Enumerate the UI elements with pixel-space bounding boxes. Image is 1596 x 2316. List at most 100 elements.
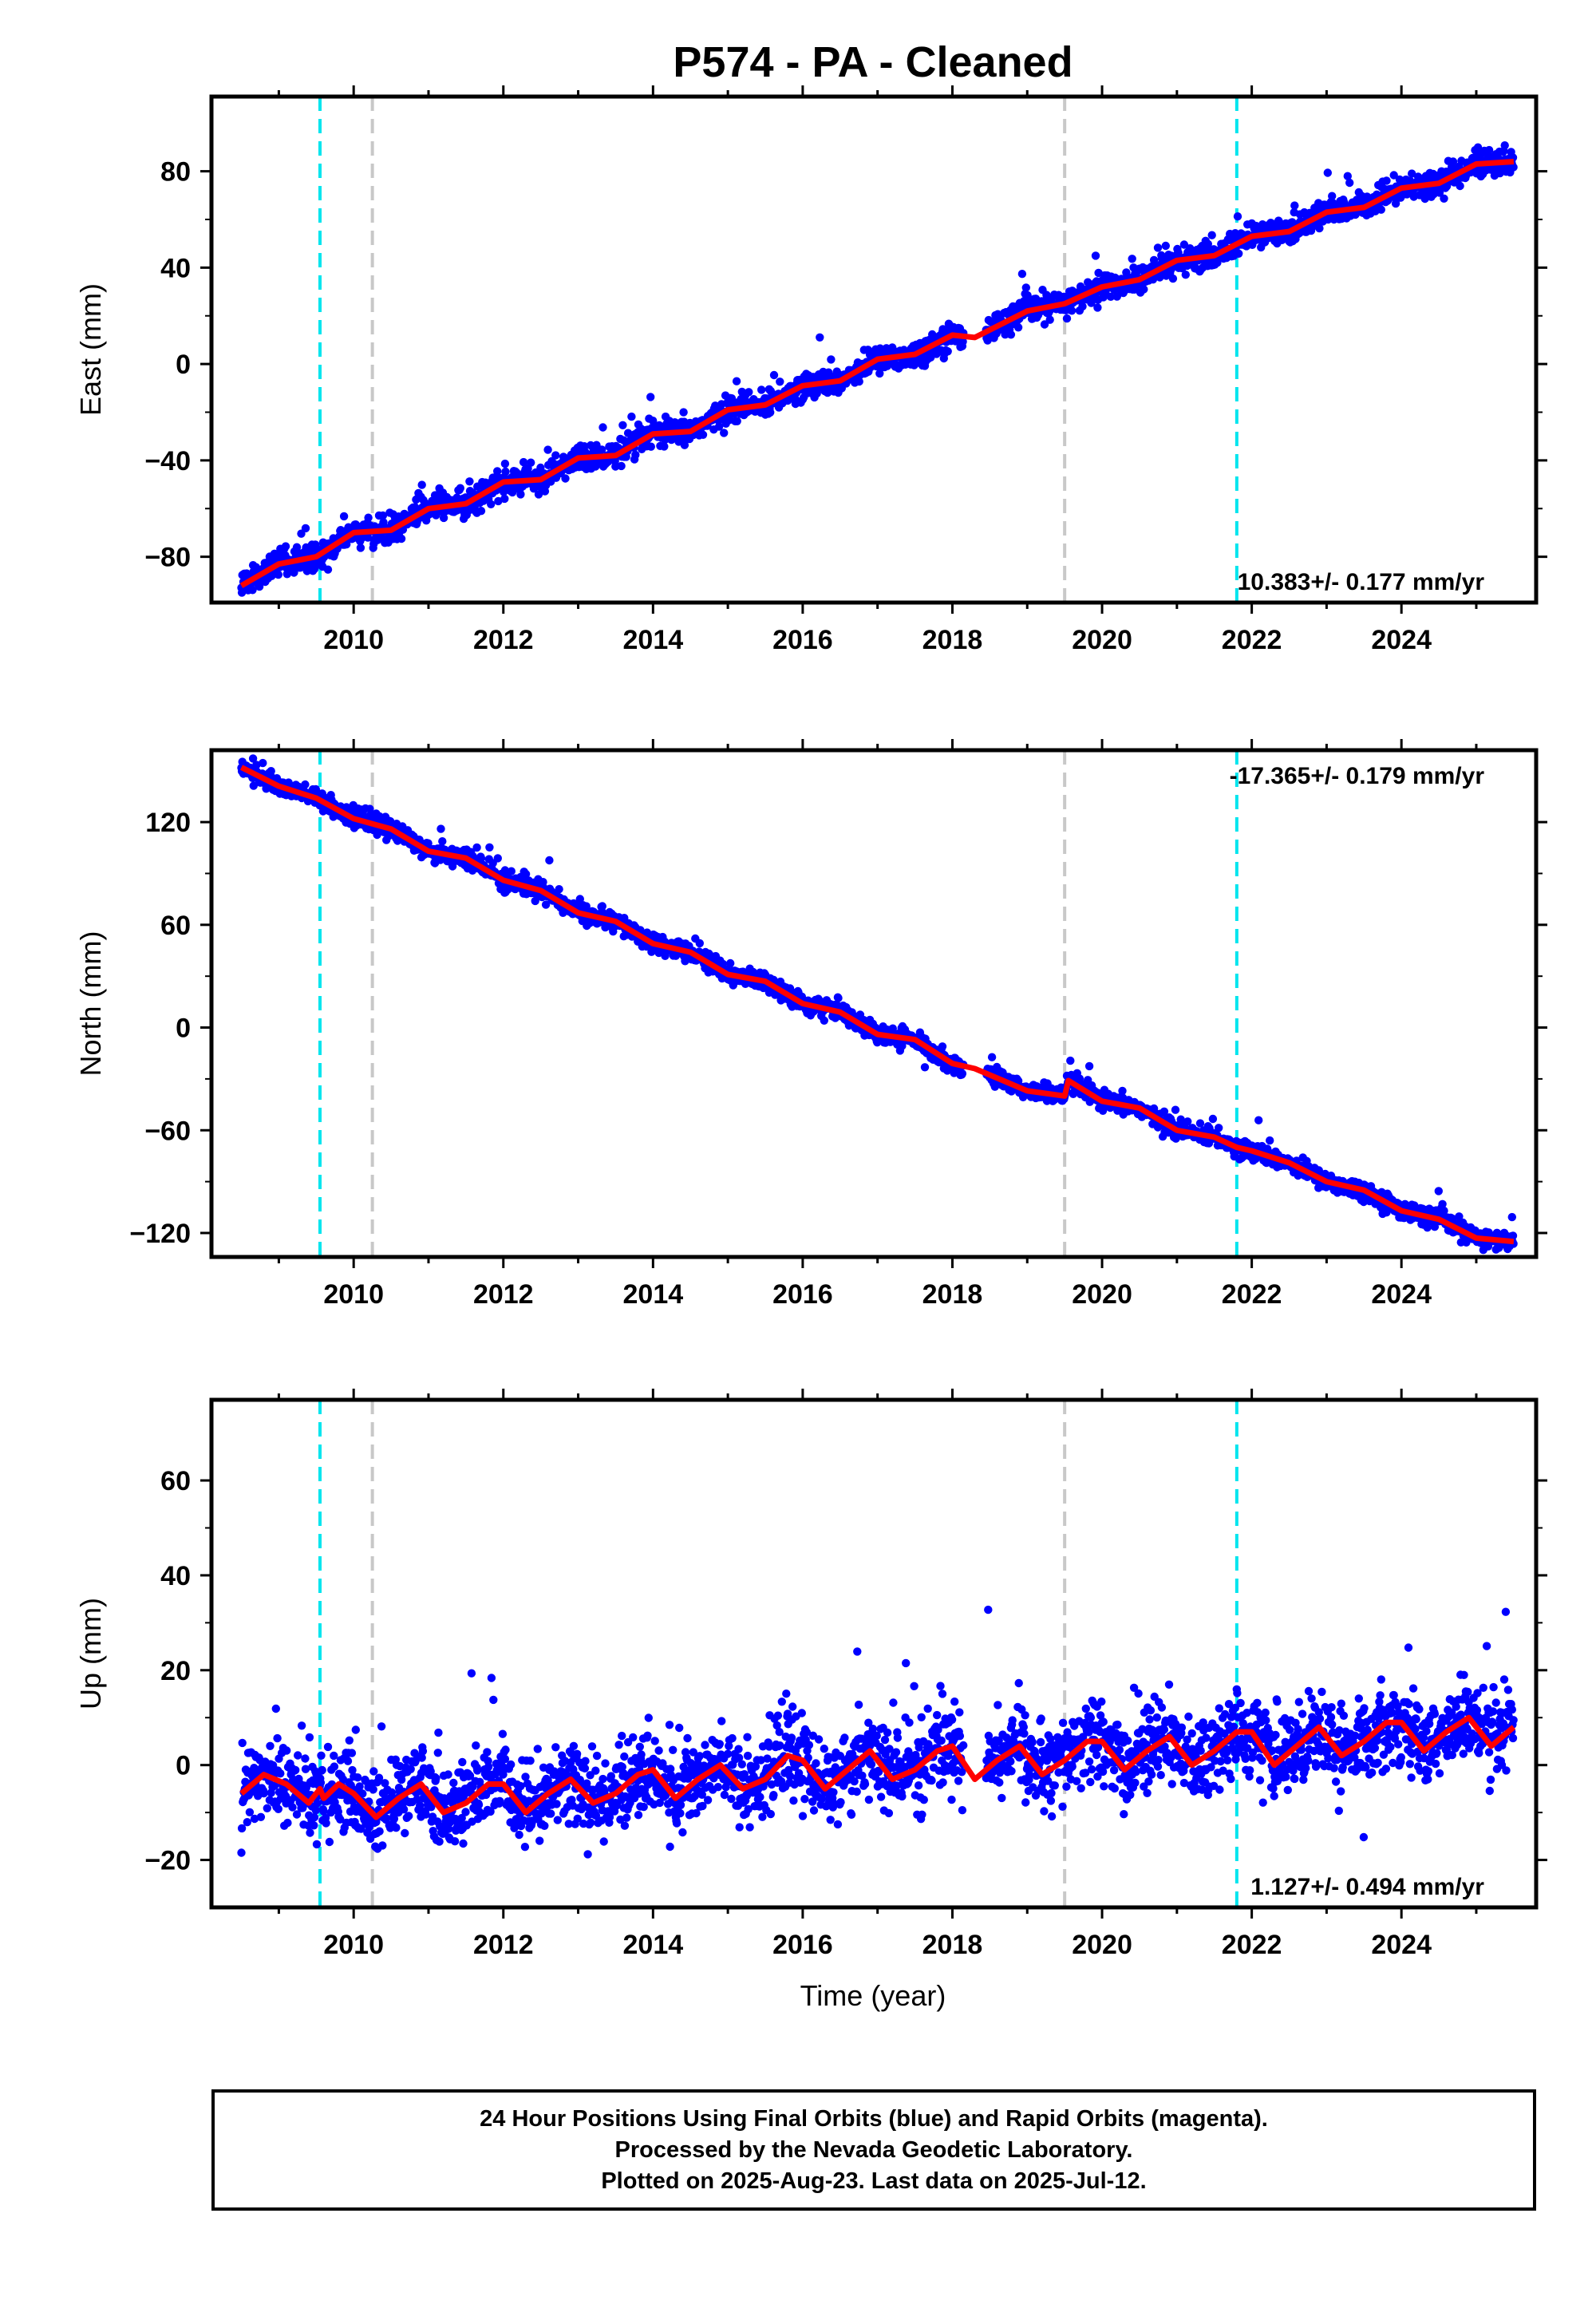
- data-point: [1290, 201, 1299, 210]
- data-point: [1509, 163, 1518, 172]
- data-point: [714, 422, 724, 431]
- data-point: [1106, 292, 1116, 301]
- data-point: [958, 1069, 967, 1078]
- data-point: [816, 333, 824, 342]
- x-tick-label: 2024: [1371, 625, 1432, 655]
- data-point: [598, 423, 607, 432]
- data-point: [1345, 178, 1354, 188]
- data-point: [631, 450, 640, 460]
- data-point: [527, 458, 535, 467]
- data-point: [456, 484, 464, 492]
- y-tick-label: 40: [160, 253, 191, 283]
- data-point: [1435, 188, 1444, 197]
- data-point: [1377, 205, 1386, 214]
- data-point: [487, 500, 496, 508]
- data-point: [1207, 231, 1216, 239]
- x-tick-label: 2012: [473, 625, 534, 655]
- data-point: [733, 417, 741, 425]
- rate-annotation: 10.383+/- 0.177 mm/yr: [1238, 569, 1485, 595]
- data-point: [757, 385, 766, 394]
- data-point: [920, 1063, 930, 1072]
- data-point: [1254, 1116, 1263, 1124]
- data-point: [1215, 1124, 1223, 1132]
- event-lines: [318, 97, 1238, 603]
- data-point: [267, 767, 275, 776]
- data-point: [776, 377, 784, 386]
- data-point: [575, 895, 584, 903]
- data-point: [323, 565, 333, 574]
- data-point: [1040, 320, 1049, 329]
- data-point: [485, 843, 494, 852]
- data-point: [519, 457, 528, 467]
- data-point: [1017, 270, 1027, 279]
- data-point: [660, 442, 669, 451]
- data-point: [617, 461, 626, 471]
- data-point: [598, 445, 606, 454]
- data-point: [1448, 157, 1458, 166]
- data-point: [1045, 315, 1054, 324]
- data-point: [1161, 241, 1171, 251]
- data-point: [248, 754, 258, 763]
- chart-title: P574 - PA - Cleaned: [673, 38, 1073, 86]
- data-point: [437, 824, 445, 833]
- data-point: [646, 393, 655, 401]
- data-point: [500, 494, 509, 504]
- data-point: [500, 866, 510, 875]
- data-point: [1440, 194, 1448, 203]
- data-point: [378, 511, 388, 520]
- data-point: [766, 408, 775, 417]
- data-point: [1013, 323, 1023, 332]
- data-point: [364, 513, 373, 522]
- data-point: [501, 467, 510, 476]
- data-point: [1159, 1107, 1169, 1117]
- data-point: [1343, 172, 1353, 180]
- data-point: [301, 780, 310, 789]
- data-point: [248, 586, 257, 595]
- data-point: [1500, 141, 1509, 150]
- data-point: [534, 490, 543, 499]
- event-lines: [318, 750, 1238, 1257]
- data-point: [1389, 171, 1398, 180]
- data-point: [249, 781, 258, 790]
- data-point: [472, 843, 481, 852]
- data-point: [1233, 212, 1242, 221]
- data-point: [1266, 1136, 1274, 1145]
- data-point: [521, 870, 531, 879]
- data-points: [237, 141, 1518, 597]
- data-point: [745, 388, 753, 397]
- data-point: [958, 337, 967, 346]
- data-point: [476, 507, 486, 516]
- data-point: [582, 902, 591, 911]
- data-point: [465, 477, 474, 486]
- data-point: [618, 421, 627, 429]
- data-point: [1195, 1119, 1205, 1128]
- data-point: [1382, 176, 1391, 185]
- data-point: [1084, 1061, 1094, 1071]
- data-point: [1171, 1105, 1180, 1114]
- data-point: [476, 854, 486, 863]
- data-point: [1168, 274, 1178, 283]
- data-point: [1067, 306, 1077, 315]
- data-point: [646, 442, 655, 451]
- data-point: [1149, 255, 1159, 265]
- data-point: [720, 429, 729, 437]
- data-point: [679, 408, 688, 417]
- plot-frame: [209, 94, 1539, 605]
- data-point: [252, 761, 261, 769]
- x-tick-label: 2020: [1072, 625, 1132, 655]
- data-point: [943, 347, 952, 356]
- data-point: [1183, 1117, 1192, 1126]
- data-point: [1484, 145, 1494, 155]
- x-tick-label: 2022: [1222, 625, 1282, 655]
- data-point: [1174, 248, 1183, 257]
- data-point: [1153, 243, 1163, 252]
- data-point: [499, 488, 508, 496]
- data-point: [1093, 303, 1102, 312]
- y-tick-label: −40: [144, 446, 191, 476]
- data-point: [493, 854, 502, 863]
- data-point: [561, 474, 570, 483]
- data-point: [732, 377, 741, 385]
- data-point: [274, 570, 282, 579]
